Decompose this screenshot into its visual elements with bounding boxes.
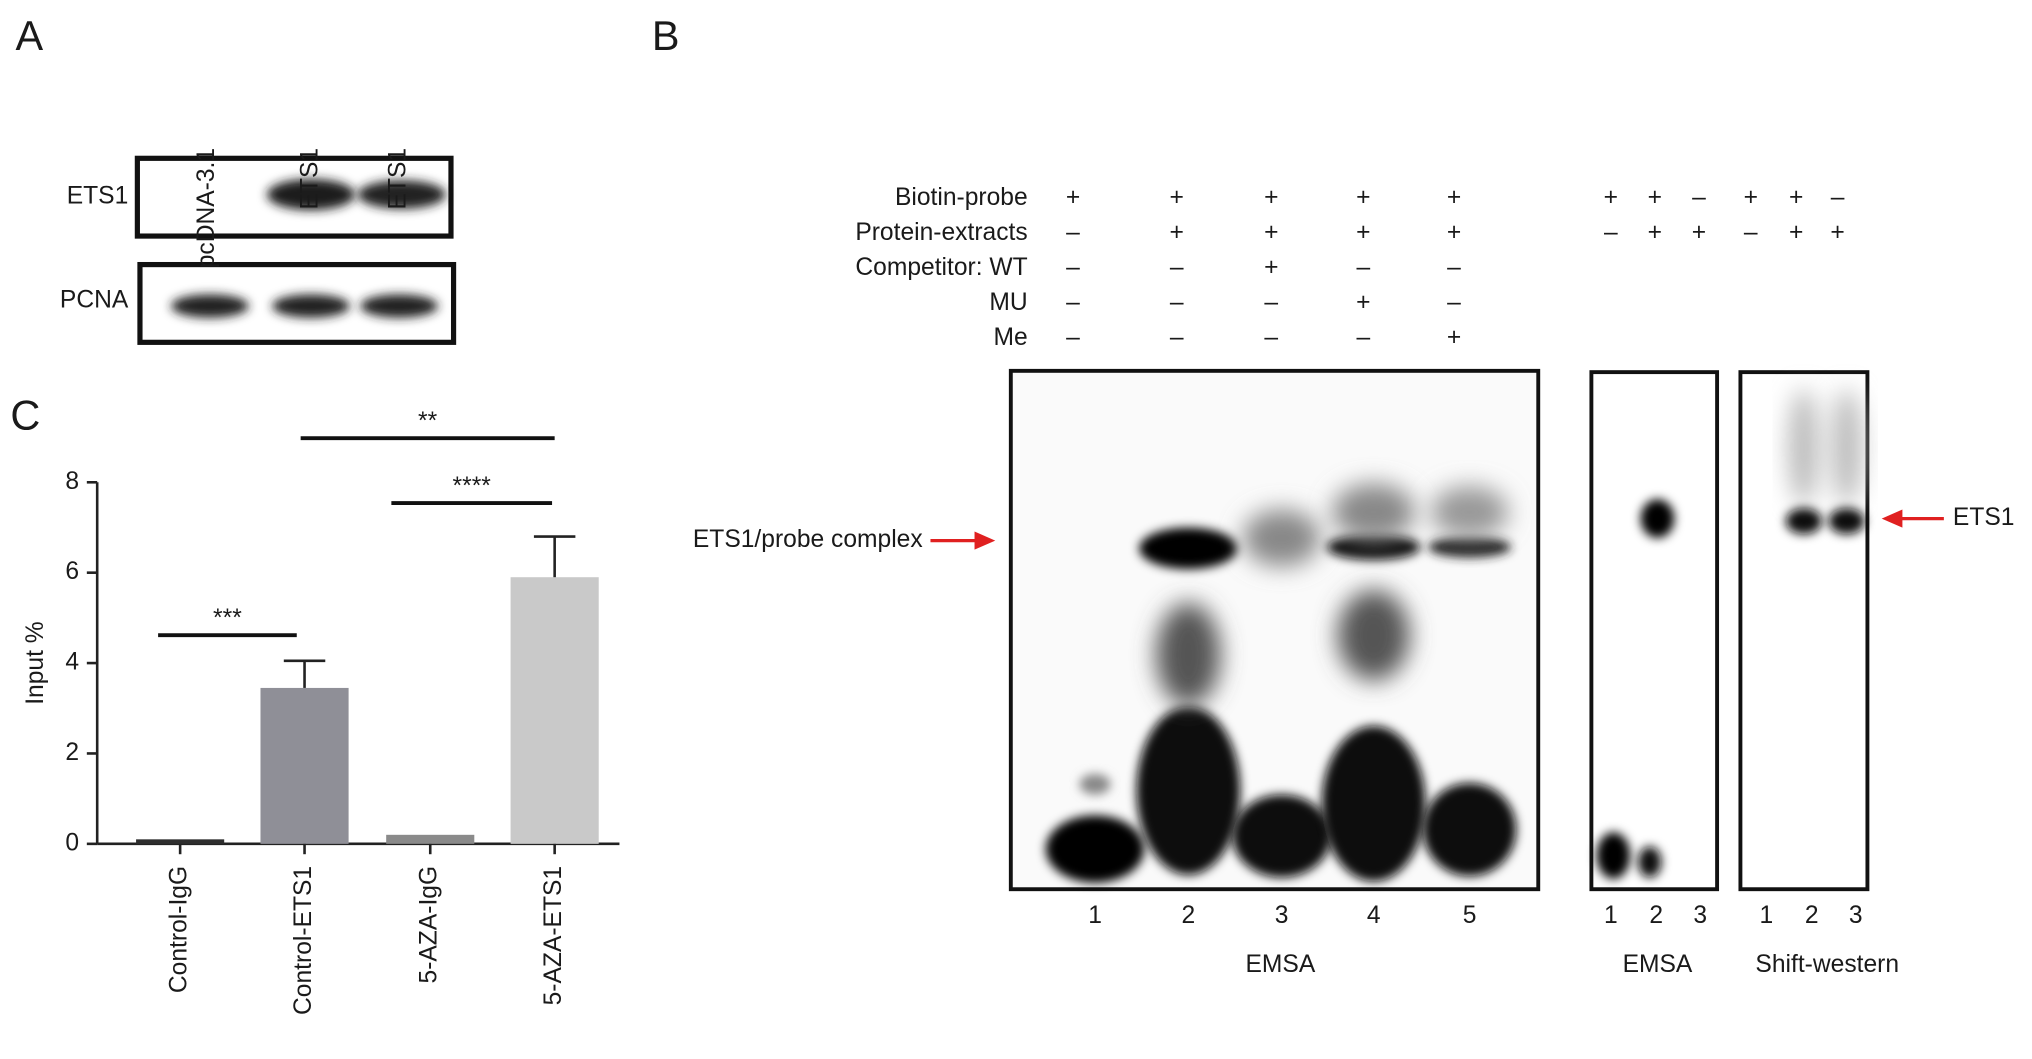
lane-number: 3 <box>1275 902 1289 929</box>
panel-letter: C <box>10 392 40 439</box>
sign: – <box>1744 219 1758 246</box>
significance-label: ** <box>418 408 438 435</box>
y-axis-label: Input % <box>22 621 49 704</box>
sign: + <box>1447 219 1461 246</box>
emsa-gel <box>1008 368 1870 892</box>
sign: + <box>1830 219 1844 246</box>
lane-label: ETS1 <box>385 148 412 210</box>
bar <box>386 834 475 844</box>
x-tick-label: 5-AZA-IgG <box>416 866 443 984</box>
sign: + <box>1356 219 1370 246</box>
sign: + <box>1356 289 1370 316</box>
lane-number: 5 <box>1463 902 1477 929</box>
sign: – <box>1170 254 1184 281</box>
sign: – <box>1066 219 1080 246</box>
bar <box>136 839 225 844</box>
sign: – <box>1447 289 1461 316</box>
sign: – <box>1356 324 1370 351</box>
sign: – <box>1066 254 1080 281</box>
sign: + <box>1264 254 1278 281</box>
sign: – <box>1604 219 1618 246</box>
sign: + <box>1692 219 1706 246</box>
sign: – <box>1831 184 1845 211</box>
condition-label: Me <box>993 324 1027 351</box>
x-tick-label: Control-IgG <box>166 866 193 993</box>
sign: + <box>1264 219 1278 246</box>
lane-number: 3 <box>1693 902 1707 929</box>
sign: + <box>1264 184 1278 211</box>
condition-label: MU <box>989 289 1027 316</box>
gel-caption: EMSA <box>1245 951 1315 978</box>
sign: – <box>1066 289 1080 316</box>
sign: – <box>1264 289 1278 316</box>
y-tick-label: 6 <box>65 558 79 585</box>
significance-label: **** <box>453 473 492 500</box>
band-label: ETS1/probe complex <box>693 526 923 553</box>
y-tick-label: 2 <box>65 739 79 766</box>
lane-number: 1 <box>1759 902 1773 929</box>
lane-number: 2 <box>1805 902 1819 929</box>
row-label: ETS1 <box>67 183 129 210</box>
band-label: ETS1 <box>1953 504 2015 531</box>
y-tick-label: 8 <box>65 468 79 495</box>
sign: + <box>1648 219 1662 246</box>
gel-caption: Shift-western <box>1755 951 1899 978</box>
sign: + <box>1648 184 1662 211</box>
sign: – <box>1447 254 1461 281</box>
sign: + <box>1170 219 1184 246</box>
sign: + <box>1744 184 1758 211</box>
lane-number: 2 <box>1182 902 1196 929</box>
sign: – <box>1170 324 1184 351</box>
panel-letter: A <box>16 12 44 59</box>
significance-label: *** <box>213 605 242 632</box>
sign: + <box>1447 324 1461 351</box>
lane-number: 1 <box>1088 902 1102 929</box>
lane-label: pcDNA-3.1 <box>193 148 220 268</box>
western-blot <box>134 155 457 345</box>
gel-caption: EMSA <box>1623 951 1693 978</box>
y-tick-label: 4 <box>65 649 79 676</box>
bar <box>510 577 599 844</box>
condition-label: Biotin-probe <box>895 184 1028 211</box>
lane-number: 3 <box>1849 902 1863 929</box>
sign: + <box>1447 184 1461 211</box>
lane-number: 1 <box>1604 902 1618 929</box>
arrows <box>930 509 1944 550</box>
condition-label: Protein-extracts <box>855 219 1027 246</box>
condition-label: Competitor: WT <box>855 254 1027 281</box>
x-tick-label: 5-AZA-ETS1 <box>540 866 567 1006</box>
sign: – <box>1692 184 1706 211</box>
x-tick-label: Control-ETS1 <box>290 866 317 1015</box>
sign: – <box>1264 324 1278 351</box>
y-tick-label: 0 <box>65 829 79 856</box>
sign: + <box>1604 184 1618 211</box>
lane-label: ETS1 <box>297 148 324 210</box>
panel-letter: B <box>652 12 680 59</box>
lane-number: 4 <box>1367 902 1381 929</box>
sign: + <box>1066 184 1080 211</box>
row-label: PCNA <box>60 286 129 313</box>
sign: + <box>1356 184 1370 211</box>
sign: – <box>1066 324 1080 351</box>
sign: – <box>1170 289 1184 316</box>
sign: + <box>1170 184 1184 211</box>
sign: + <box>1789 184 1803 211</box>
bar <box>260 687 349 844</box>
lane-number: 2 <box>1649 902 1663 929</box>
sign: – <box>1356 254 1370 281</box>
sign: + <box>1789 219 1803 246</box>
